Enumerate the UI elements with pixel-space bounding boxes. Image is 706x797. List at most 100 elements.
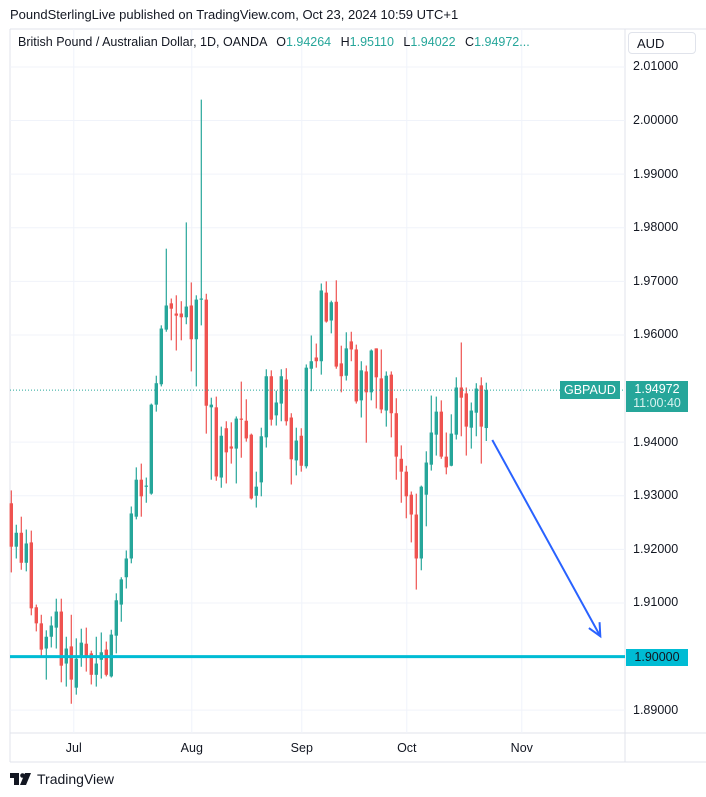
candle — [9, 490, 13, 573]
candle-body — [144, 485, 148, 487]
footer-brand: TradingView — [37, 771, 115, 787]
candle-body — [184, 306, 188, 318]
candle-body — [334, 301, 338, 367]
candle-body — [89, 653, 93, 675]
candle — [159, 325, 163, 387]
candle-body — [409, 494, 413, 515]
candle-body — [434, 411, 438, 435]
price-tick-label: 1.99000 — [633, 166, 679, 181]
candle — [424, 451, 428, 527]
candle-body — [244, 420, 248, 439]
low-label: L — [403, 35, 411, 49]
candle — [384, 371, 388, 427]
candle-body — [404, 471, 408, 497]
candle-body — [49, 625, 53, 637]
arrow-head — [588, 622, 602, 639]
candle — [189, 282, 193, 372]
candle — [474, 383, 478, 437]
candle — [59, 598, 63, 683]
candle-body — [34, 607, 38, 624]
candle-body — [484, 390, 488, 429]
candle — [84, 627, 88, 672]
candle-body — [449, 433, 453, 466]
candle — [289, 413, 293, 485]
candle-body — [414, 514, 418, 559]
candle-body — [319, 290, 323, 362]
candle — [449, 414, 453, 467]
candle — [184, 222, 188, 325]
price-tick-label: 1.96000 — [633, 327, 679, 342]
candle — [39, 614, 43, 656]
candle — [279, 369, 283, 422]
candle-body — [224, 428, 228, 453]
candle — [174, 295, 178, 351]
candle-body — [424, 462, 428, 495]
candle-body — [164, 305, 168, 330]
candle-body — [54, 611, 58, 628]
candle-body — [169, 303, 173, 309]
candle-body — [14, 532, 18, 547]
tradingview-logo[interactable]: TradingView — [10, 771, 114, 787]
arrow-line — [491, 439, 602, 637]
candle-body — [124, 558, 128, 578]
candle-body — [94, 663, 98, 675]
time-tick-label: Aug — [180, 741, 203, 755]
candle — [354, 344, 358, 404]
candle — [29, 530, 33, 616]
candle — [329, 300, 333, 334]
candle-body — [179, 313, 183, 318]
candle — [334, 280, 338, 369]
candle — [164, 248, 168, 332]
bar-countdown: 11:00:40 — [633, 396, 681, 411]
candle-body — [19, 532, 23, 563]
candle-body — [259, 436, 263, 483]
candle — [454, 377, 458, 440]
candle — [219, 426, 223, 488]
candle-body — [369, 350, 373, 393]
close-value: 1.94972... — [474, 35, 530, 49]
price-tick-label: 1.91000 — [633, 595, 679, 610]
candle — [244, 399, 248, 442]
candle-body — [159, 328, 163, 385]
candle-body — [454, 387, 458, 435]
candle-body — [154, 383, 158, 405]
candle-body — [24, 543, 28, 563]
candle — [414, 493, 418, 590]
candle — [299, 428, 303, 472]
last-price-tag: 1.94972 11:00:40 — [626, 381, 688, 413]
candle — [404, 465, 408, 519]
currency-button[interactable]: AUD — [628, 32, 696, 54]
open-label: O — [276, 35, 286, 49]
candle-body — [189, 305, 193, 340]
candle — [34, 604, 38, 632]
close-label: C — [465, 35, 475, 49]
candle — [264, 369, 268, 448]
candle-body — [139, 479, 143, 497]
time-tick-label: Jul — [65, 741, 82, 755]
low-value: 1.94022 — [410, 35, 456, 49]
time-tick-label: Nov — [510, 741, 533, 755]
candle — [269, 370, 273, 426]
candle — [484, 382, 488, 441]
candle-body — [214, 407, 218, 477]
price-tick-label: 1.92000 — [633, 541, 679, 556]
candle-body — [389, 374, 393, 414]
candle-body — [199, 298, 203, 300]
candle-body — [299, 435, 303, 466]
price-tick-label: 1.89000 — [633, 702, 679, 717]
candle — [19, 516, 23, 570]
trend-arrow-drawing[interactable] — [491, 439, 602, 639]
candles — [9, 99, 488, 704]
grid-lines — [10, 29, 625, 733]
candle — [444, 432, 448, 475]
candle — [379, 349, 383, 414]
candle-body — [204, 299, 208, 406]
candle — [259, 427, 263, 497]
candle-body — [239, 418, 243, 420]
tradingview-logo-icon — [10, 773, 31, 785]
candle — [294, 427, 298, 476]
candle — [114, 593, 118, 654]
candle-body — [429, 432, 433, 465]
candle-body — [129, 513, 133, 559]
